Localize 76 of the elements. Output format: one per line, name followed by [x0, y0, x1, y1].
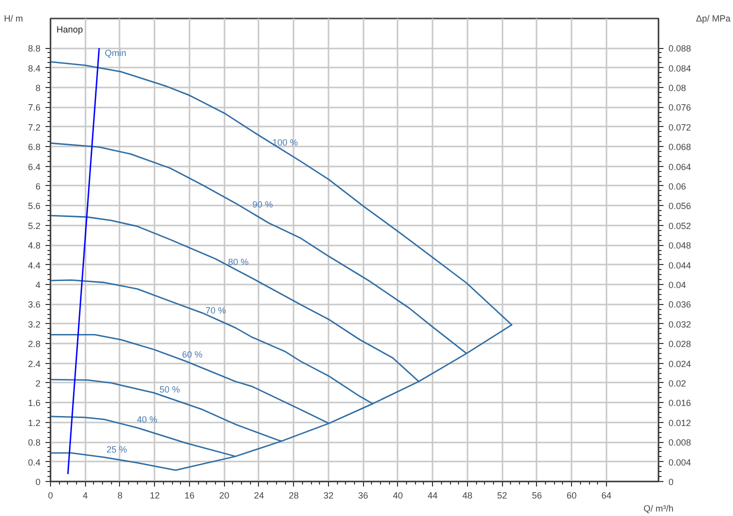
- y-tick-label: 2: [35, 378, 41, 388]
- y2-tick-label: 0.012: [668, 418, 692, 428]
- y2-tick-label: 0.084: [668, 63, 692, 74]
- y2-tick-label: 0.044: [668, 260, 692, 270]
- annotation: 70 %: [206, 306, 226, 316]
- y2-tick-label: 0.052: [668, 220, 692, 231]
- y-tick-label: 4.8: [28, 240, 41, 251]
- y2-tick-label: 0.072: [668, 122, 692, 132]
- annotation: Напор: [56, 24, 83, 34]
- y-axis-title: H/ m: [4, 14, 23, 24]
- y2-tick-label: 0.032: [668, 319, 692, 330]
- x-tick-label: 12: [150, 490, 160, 500]
- y-tick-label: 6.8: [28, 142, 41, 152]
- annotation: Qmin: [104, 48, 126, 58]
- x-tick-label: 40: [392, 490, 403, 500]
- y2-tick-label: 0.036: [668, 300, 692, 310]
- y-tick-label: 2.8: [28, 339, 41, 350]
- y2-tick-label: 0.004: [668, 457, 692, 468]
- y2-tick-label: 0.016: [668, 398, 692, 408]
- y2-tick-label: 0.056: [668, 201, 692, 212]
- y2-tick-label: 0.076: [668, 102, 692, 113]
- y2-tick-label: 0: [668, 477, 674, 487]
- y-tick-label: 7.2: [28, 122, 41, 132]
- annotation: 50 %: [159, 384, 180, 394]
- y2-tick-label: 0.04: [668, 280, 686, 290]
- x-tick-label: 24: [254, 490, 264, 500]
- x-tick-label: 64: [601, 490, 612, 500]
- y2-tick-label: 0.048: [668, 240, 692, 251]
- y-tick-label: 6: [35, 181, 41, 192]
- y-tick-label: 0.4: [28, 457, 41, 468]
- x-tick-label: 60: [566, 490, 577, 500]
- annotation: 25 %: [106, 444, 127, 454]
- y2-tick-label: 0.064: [668, 162, 692, 172]
- y2-tick-label: 0.08: [668, 82, 686, 93]
- annotation: 100 %: [272, 138, 298, 148]
- annotation: 90 %: [252, 200, 273, 210]
- x-tick-label: 4: [82, 490, 88, 500]
- y2-axis-title: Δp/ MPa: [696, 14, 731, 24]
- x-tick-label: 32: [323, 490, 334, 500]
- y-tick-label: 0.8: [28, 438, 41, 448]
- x-tick-label: 16: [184, 490, 194, 500]
- y2-tick-label: 0.024: [668, 358, 692, 369]
- y-tick-label: 4.4: [28, 260, 41, 270]
- y-tick-label: 7.6: [28, 102, 41, 113]
- y-tick-label: 3.2: [28, 319, 41, 330]
- y2-tick-label: 0.008: [668, 438, 692, 448]
- x-axis-title: Q/ m³/h: [644, 504, 674, 514]
- x-tick-label: 8: [117, 490, 122, 500]
- y2-tick-label: 0.028: [668, 339, 692, 350]
- y2-tick-label: 0.02: [668, 378, 686, 388]
- x-tick-label: 44: [428, 490, 438, 500]
- y-tick-label: 1.2: [28, 418, 41, 428]
- x-tick-label: 48: [462, 490, 472, 500]
- annotation: 60 %: [182, 349, 203, 360]
- y2-tick-label: 0.06: [668, 181, 686, 192]
- y-tick-label: 2.4: [28, 358, 41, 369]
- y-tick-label: 5.2: [28, 220, 41, 231]
- x-tick-label: 56: [532, 490, 542, 500]
- x-tick-label: 28: [288, 490, 299, 500]
- x-tick-label: 20: [219, 490, 230, 500]
- y-tick-label: 6.4: [28, 162, 41, 172]
- y-tick-label: 8: [35, 82, 41, 93]
- y-tick-label: 8.4: [28, 63, 41, 74]
- x-tick-label: 52: [497, 490, 508, 500]
- x-tick-label: 36: [358, 490, 368, 500]
- y-tick-label: 0: [35, 477, 41, 487]
- annotation: 40 %: [136, 414, 158, 424]
- y2-tick-label: 0.088: [668, 44, 692, 54]
- x-tick-label: 0: [48, 490, 54, 500]
- y2-tick-label: 0.068: [668, 142, 692, 152]
- y-tick-label: 1.6: [28, 398, 41, 408]
- y-tick-label: 5.6: [28, 201, 41, 212]
- y-tick-label: 8.8: [28, 44, 41, 54]
- y-tick-label: 3.6: [28, 300, 41, 310]
- y-tick-label: 4: [35, 280, 41, 290]
- annotation: 80 %: [228, 256, 249, 267]
